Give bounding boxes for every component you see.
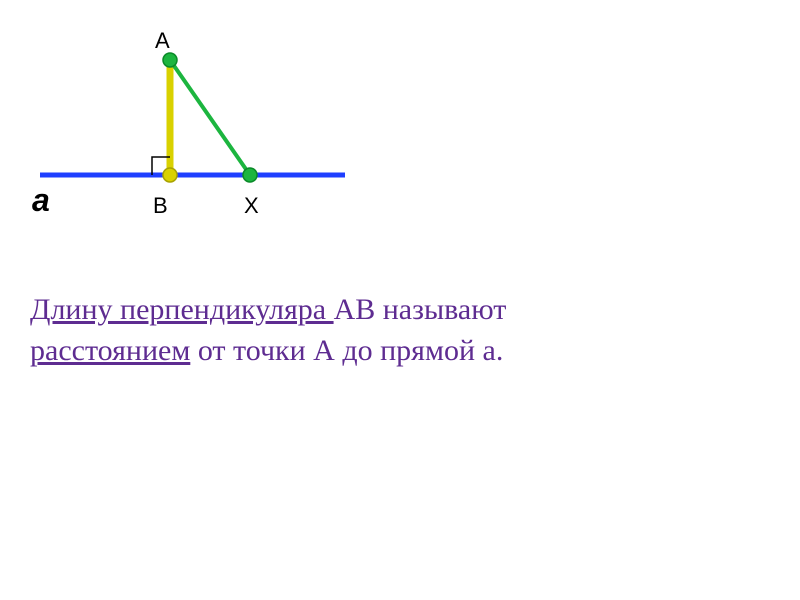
segment-AX xyxy=(170,60,250,175)
statement-part-2: АВ называют xyxy=(334,293,507,326)
statement-part-1: Длину перпендикуляра xyxy=(30,293,334,326)
point-A xyxy=(163,53,177,67)
statement-part-3: расстоянием xyxy=(30,334,190,367)
label-A: А xyxy=(155,28,170,54)
point-X xyxy=(243,168,257,182)
label-line-a: а xyxy=(32,182,50,219)
statement-text: Длину перпендикуляра АВ называют расстоя… xyxy=(30,290,630,371)
point-B xyxy=(163,168,177,182)
statement-part-4: от точки А до прямой а. xyxy=(190,334,503,367)
geometry-diagram xyxy=(0,0,800,260)
label-X: Х xyxy=(244,193,259,219)
label-B: В xyxy=(153,193,168,219)
